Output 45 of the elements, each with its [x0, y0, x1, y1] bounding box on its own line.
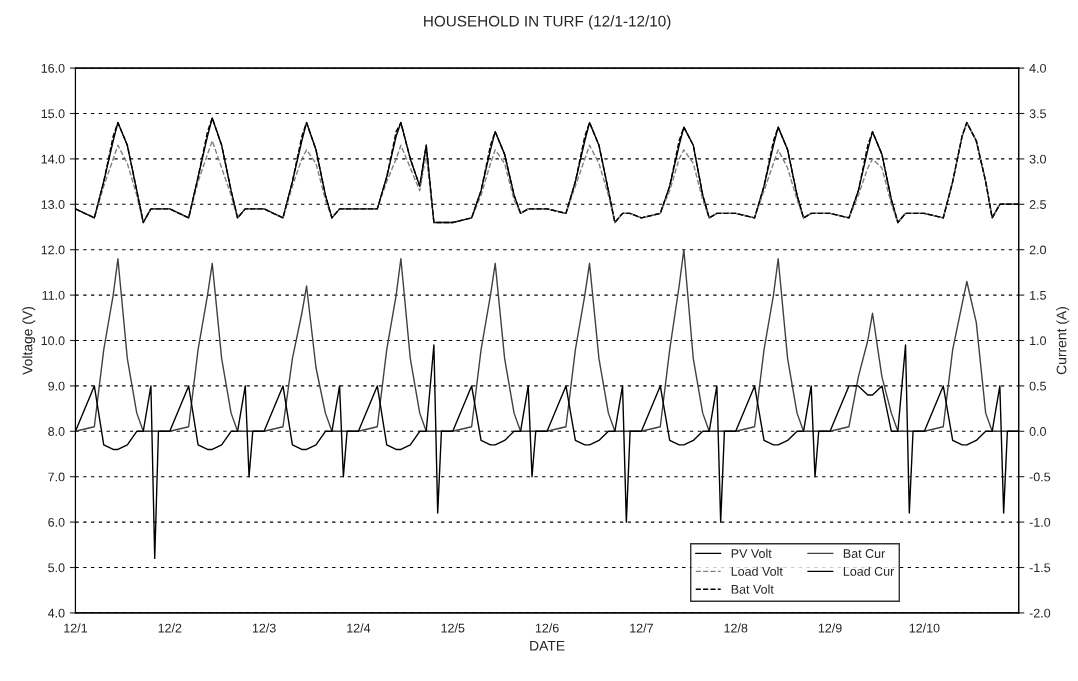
y2-tick-label: 2.5 — [1029, 200, 1046, 209]
y2-tick-label: -2.0 — [1029, 608, 1051, 618]
y-tick-label: 15.0 — [41, 109, 65, 119]
y-tick-label: 9.0 — [48, 381, 65, 391]
y2-tick-label: 3.0 — [1029, 154, 1047, 164]
y2-tick-label: 4.0 — [1029, 63, 1047, 73]
y-tick-label: 11.0 — [42, 290, 65, 300]
y-tick-label: 4.0 — [47, 608, 65, 618]
x-tick-label: 12/1 — [64, 623, 88, 633]
legend-label: Bat Volt — [731, 584, 774, 594]
chart-title: HOUSEHOLD IN TURF (12/1-12/10) — [424, 15, 671, 30]
y-tick-label: 6.0 — [48, 517, 65, 527]
y2-tick-label: 2.0 — [1029, 245, 1047, 255]
y-tick-label: 7.0 — [48, 472, 65, 482]
x-tick-label: 12/5 — [441, 623, 465, 633]
x-tick-label: 12/4 — [347, 623, 371, 633]
y-axis-title: Voltage (V) — [22, 307, 36, 375]
y-tick-label: 8.0 — [48, 427, 65, 436]
x-tick-label: 12/7 — [630, 623, 653, 633]
y2-tick-label: -0.5 — [1029, 472, 1051, 482]
y2-tick-label: -1.5 — [1029, 563, 1051, 573]
x-tick-label: 12/6 — [535, 623, 559, 633]
y-tick-label: 16.0 — [41, 63, 65, 73]
y-tick-label: 10.0 — [41, 336, 65, 346]
y-tick-label: 12.0 — [41, 245, 65, 255]
y2-tick-label: 3.5 — [1029, 109, 1046, 119]
x-tick-label: 12/10 — [909, 623, 940, 633]
legend-label: Load Volt — [731, 566, 783, 576]
x-tick-label: 12/2 — [158, 623, 182, 633]
y2-tick-label: 0.0 — [1029, 427, 1047, 436]
x-tick-label: 12/8 — [724, 623, 748, 633]
y-tick-label: 14.0 — [41, 154, 65, 164]
legend-label: PV Volt — [731, 548, 772, 558]
y-tick-label: 13.0 — [41, 200, 65, 209]
x-tick-label: 12/9 — [818, 623, 842, 633]
y2-tick-label: 1.0 — [1030, 336, 1047, 346]
y-tick-label: 5.0 — [48, 563, 65, 573]
legend-label: Bat Cur — [843, 549, 886, 558]
x-axis-title: DATE — [530, 641, 565, 651]
y2-axis-title: Current (A) — [1056, 307, 1070, 375]
x-tick-label: 12/3 — [252, 623, 276, 633]
y2-tick-label: 0.5 — [1029, 381, 1046, 391]
y2-tick-label: 1.5 — [1030, 291, 1046, 300]
y2-tick-label: -1.0 — [1029, 517, 1051, 527]
legend-label: Load Cur — [843, 566, 895, 576]
